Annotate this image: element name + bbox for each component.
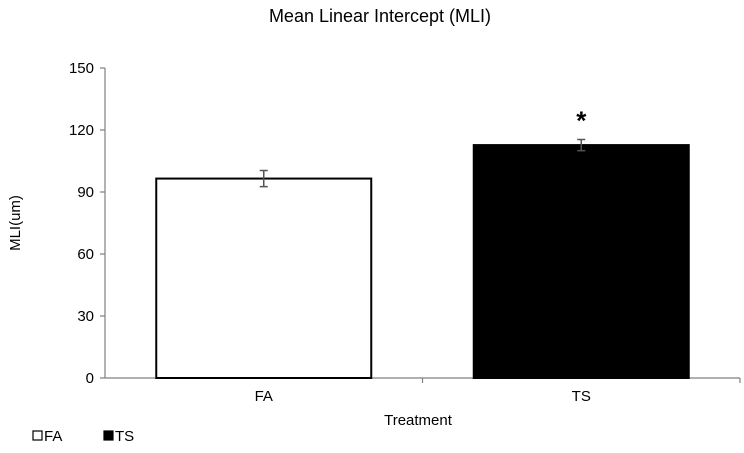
significance-marker: *	[576, 106, 587, 136]
y-tick-label: 90	[77, 184, 94, 201]
y-tick-label: 150	[69, 60, 94, 77]
legend-swatch	[103, 430, 114, 441]
x-tick-label: TS	[572, 388, 591, 405]
y-tick-label: 30	[77, 308, 94, 325]
error-bar-fa	[259, 169, 268, 188]
error-bar-ts	[577, 138, 586, 152]
y-tick-label: 0	[86, 370, 94, 387]
y-axis-label: MLI(um)	[7, 195, 24, 251]
bar-fa	[155, 177, 373, 379]
legend-swatch	[32, 430, 43, 441]
bar-ts	[472, 144, 690, 379]
y-tick-label: 60	[77, 246, 94, 263]
legend-label: TS	[115, 428, 134, 445]
legend: FA TS	[32, 428, 134, 445]
legend-item-fa: FA	[32, 428, 62, 445]
x-axis-label: Treatment	[384, 412, 453, 429]
legend-label: FA	[44, 428, 62, 445]
legend-item-ts: TS	[103, 428, 134, 445]
chart-title: Mean Linear Intercept (MLI)	[269, 6, 491, 26]
x-tick-label: FA	[255, 388, 273, 405]
y-tick-label: 120	[69, 122, 94, 139]
